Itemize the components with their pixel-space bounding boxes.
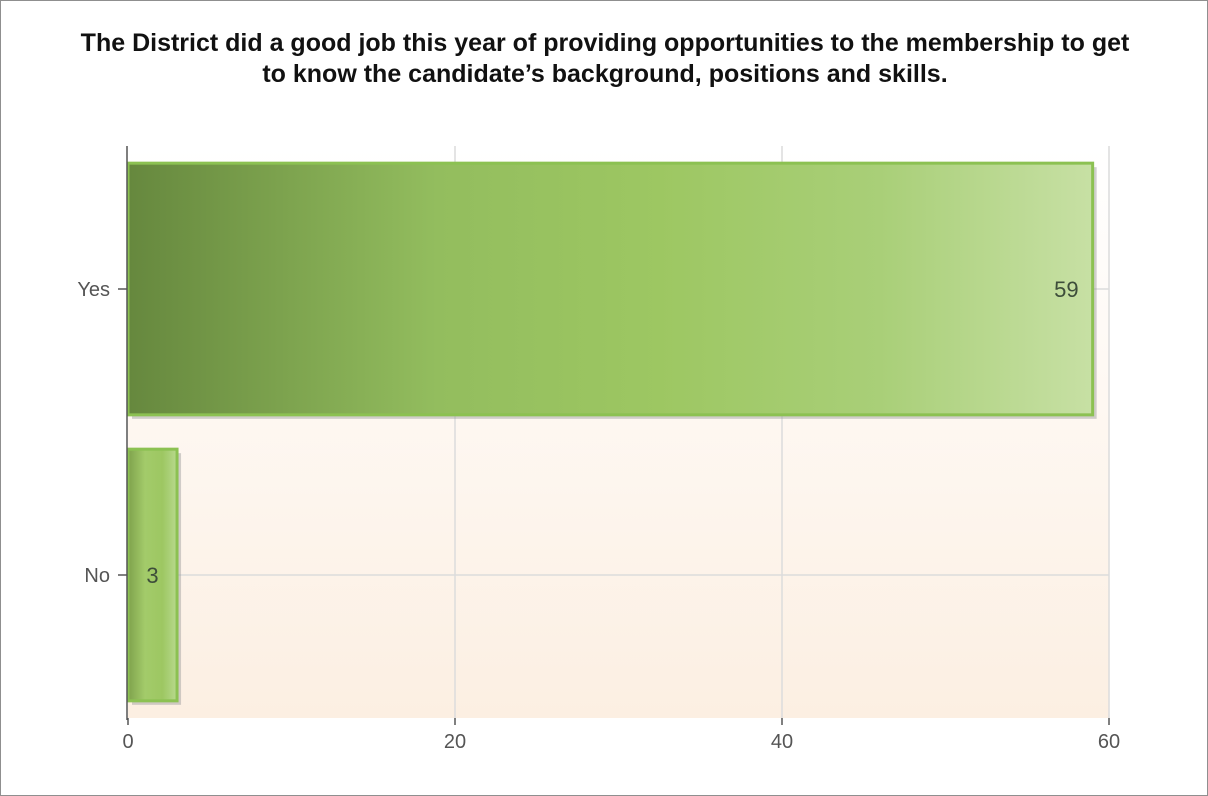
y-tick-label-yes: Yes [77, 279, 110, 301]
chart-title: The District did a good job this year of… [80, 29, 1130, 88]
bar-no [126, 447, 179, 703]
y-tick-label-no: No [84, 565, 110, 587]
bars-group: 59 3 [126, 161, 1097, 705]
x-tick-label: 60 [1098, 731, 1120, 753]
bar-yes [126, 161, 1095, 417]
bar-value-label-no: 3 [146, 563, 158, 588]
bar-value-label-yes: 59 [1054, 277, 1078, 302]
x-tick-label: 40 [771, 731, 793, 753]
x-axis: 0 20 40 60 [122, 718, 1120, 753]
x-tick-label: 0 [122, 731, 133, 753]
y-axis: Yes No [77, 279, 127, 587]
x-tick-label: 20 [444, 731, 466, 753]
